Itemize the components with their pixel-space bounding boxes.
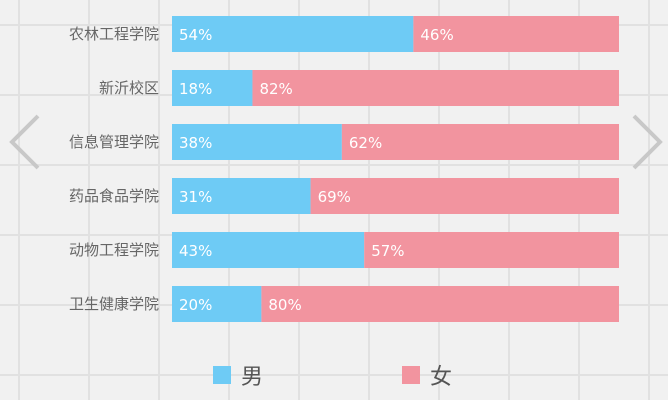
bar-male: [172, 16, 414, 52]
legend-swatch: [402, 366, 420, 384]
data-label: 54%: [179, 26, 212, 44]
data-label: 57%: [371, 242, 404, 260]
chevron-left-icon[interactable]: [6, 112, 46, 172]
bar-female: [252, 70, 619, 106]
data-label: 46%: [420, 26, 453, 44]
legend-label[interactable]: 女: [430, 365, 452, 390]
bar-female: [341, 124, 619, 160]
category-label: 新沂校区: [99, 79, 159, 97]
data-label: 80%: [268, 296, 301, 314]
bar-female: [413, 16, 619, 52]
data-label: 43%: [179, 242, 212, 260]
data-label: 62%: [349, 134, 382, 152]
bar-male: [172, 178, 311, 214]
bar-male: [172, 286, 262, 322]
data-label: 82%: [259, 80, 292, 98]
category-label: 药品食品学院: [69, 187, 159, 205]
bar-male: [172, 124, 342, 160]
category-label: 农林工程学院: [69, 25, 159, 43]
data-label: 69%: [318, 188, 351, 206]
category-label: 卫生健康学院: [69, 295, 159, 313]
category-label: 动物工程学院: [69, 241, 159, 259]
bar-female: [261, 286, 619, 322]
bar-male: [172, 70, 253, 106]
data-label: 20%: [179, 296, 212, 314]
bar-female: [364, 232, 619, 268]
bar-male: [172, 232, 365, 268]
category-label: 信息管理学院: [69, 133, 159, 151]
data-label: 31%: [179, 188, 212, 206]
legend-label[interactable]: 男: [241, 365, 263, 390]
chevron-right-icon[interactable]: [626, 112, 666, 172]
data-label: 38%: [179, 134, 212, 152]
data-label: 18%: [179, 80, 212, 98]
legend-swatch: [213, 366, 231, 384]
bar-female: [310, 178, 619, 214]
